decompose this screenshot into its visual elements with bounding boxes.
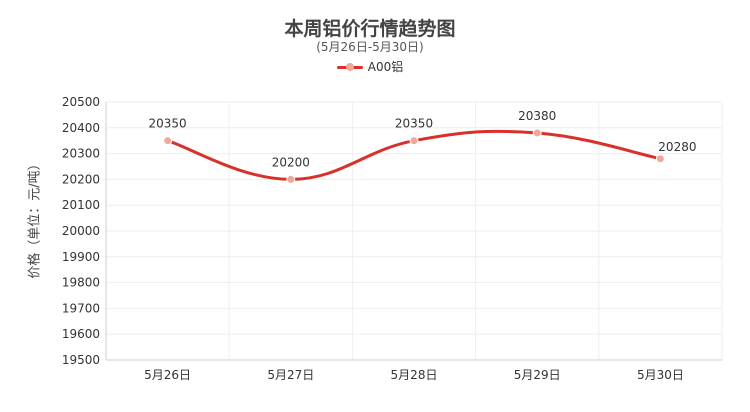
x-tick-label: 5月26日: [144, 368, 191, 382]
data-point: [655, 154, 665, 164]
axes: 19500 19600 19700 19800 19900 20000 20100 20200…: [62, 95, 722, 382]
x-tick-label: 5月27日: [267, 368, 314, 382]
y-tick-label: 20500: [62, 95, 100, 109]
y-tick-label: 19600: [62, 327, 100, 341]
y-tick-label: 20100: [62, 198, 100, 212]
legend-swatch: [336, 60, 363, 74]
data-label: 20380: [518, 109, 556, 123]
series-layer: [163, 128, 665, 184]
data-point: [163, 136, 173, 146]
data-labels: 20350 20200 20350 20380 20280: [149, 109, 697, 169]
y-tick-label: 19700: [62, 301, 100, 315]
y-tick-label: 20200: [62, 172, 100, 186]
legend[interactable]: A00铝: [0, 58, 740, 75]
y-tick-label: 20000: [62, 224, 100, 238]
grid: [106, 101, 723, 360]
data-label: 20280: [658, 140, 696, 154]
y-tick-label: 19900: [62, 250, 100, 264]
y-tick-label: 20400: [62, 121, 100, 135]
data-label: 20200: [272, 155, 310, 169]
data-label: 20350: [149, 117, 187, 131]
x-tick-label: 5月28日: [391, 368, 438, 382]
y-tick-label: 19800: [62, 276, 100, 290]
data-label: 20350: [395, 117, 433, 131]
chart-title: 本周铝价行情趋势图: [284, 18, 456, 40]
data-point: [286, 174, 296, 184]
legend-marker: [345, 62, 354, 71]
x-tick-label: 5月30日: [637, 368, 684, 382]
legend-label: A00铝: [367, 60, 404, 74]
data-point: [409, 136, 419, 146]
x-tick-label: 5月29日: [514, 368, 561, 382]
chart-subtitle: (5月26日-5月30日): [316, 40, 424, 54]
y-tick-label: 20300: [62, 147, 100, 161]
y-tick-label: 19500: [62, 353, 100, 367]
data-point: [532, 128, 542, 138]
